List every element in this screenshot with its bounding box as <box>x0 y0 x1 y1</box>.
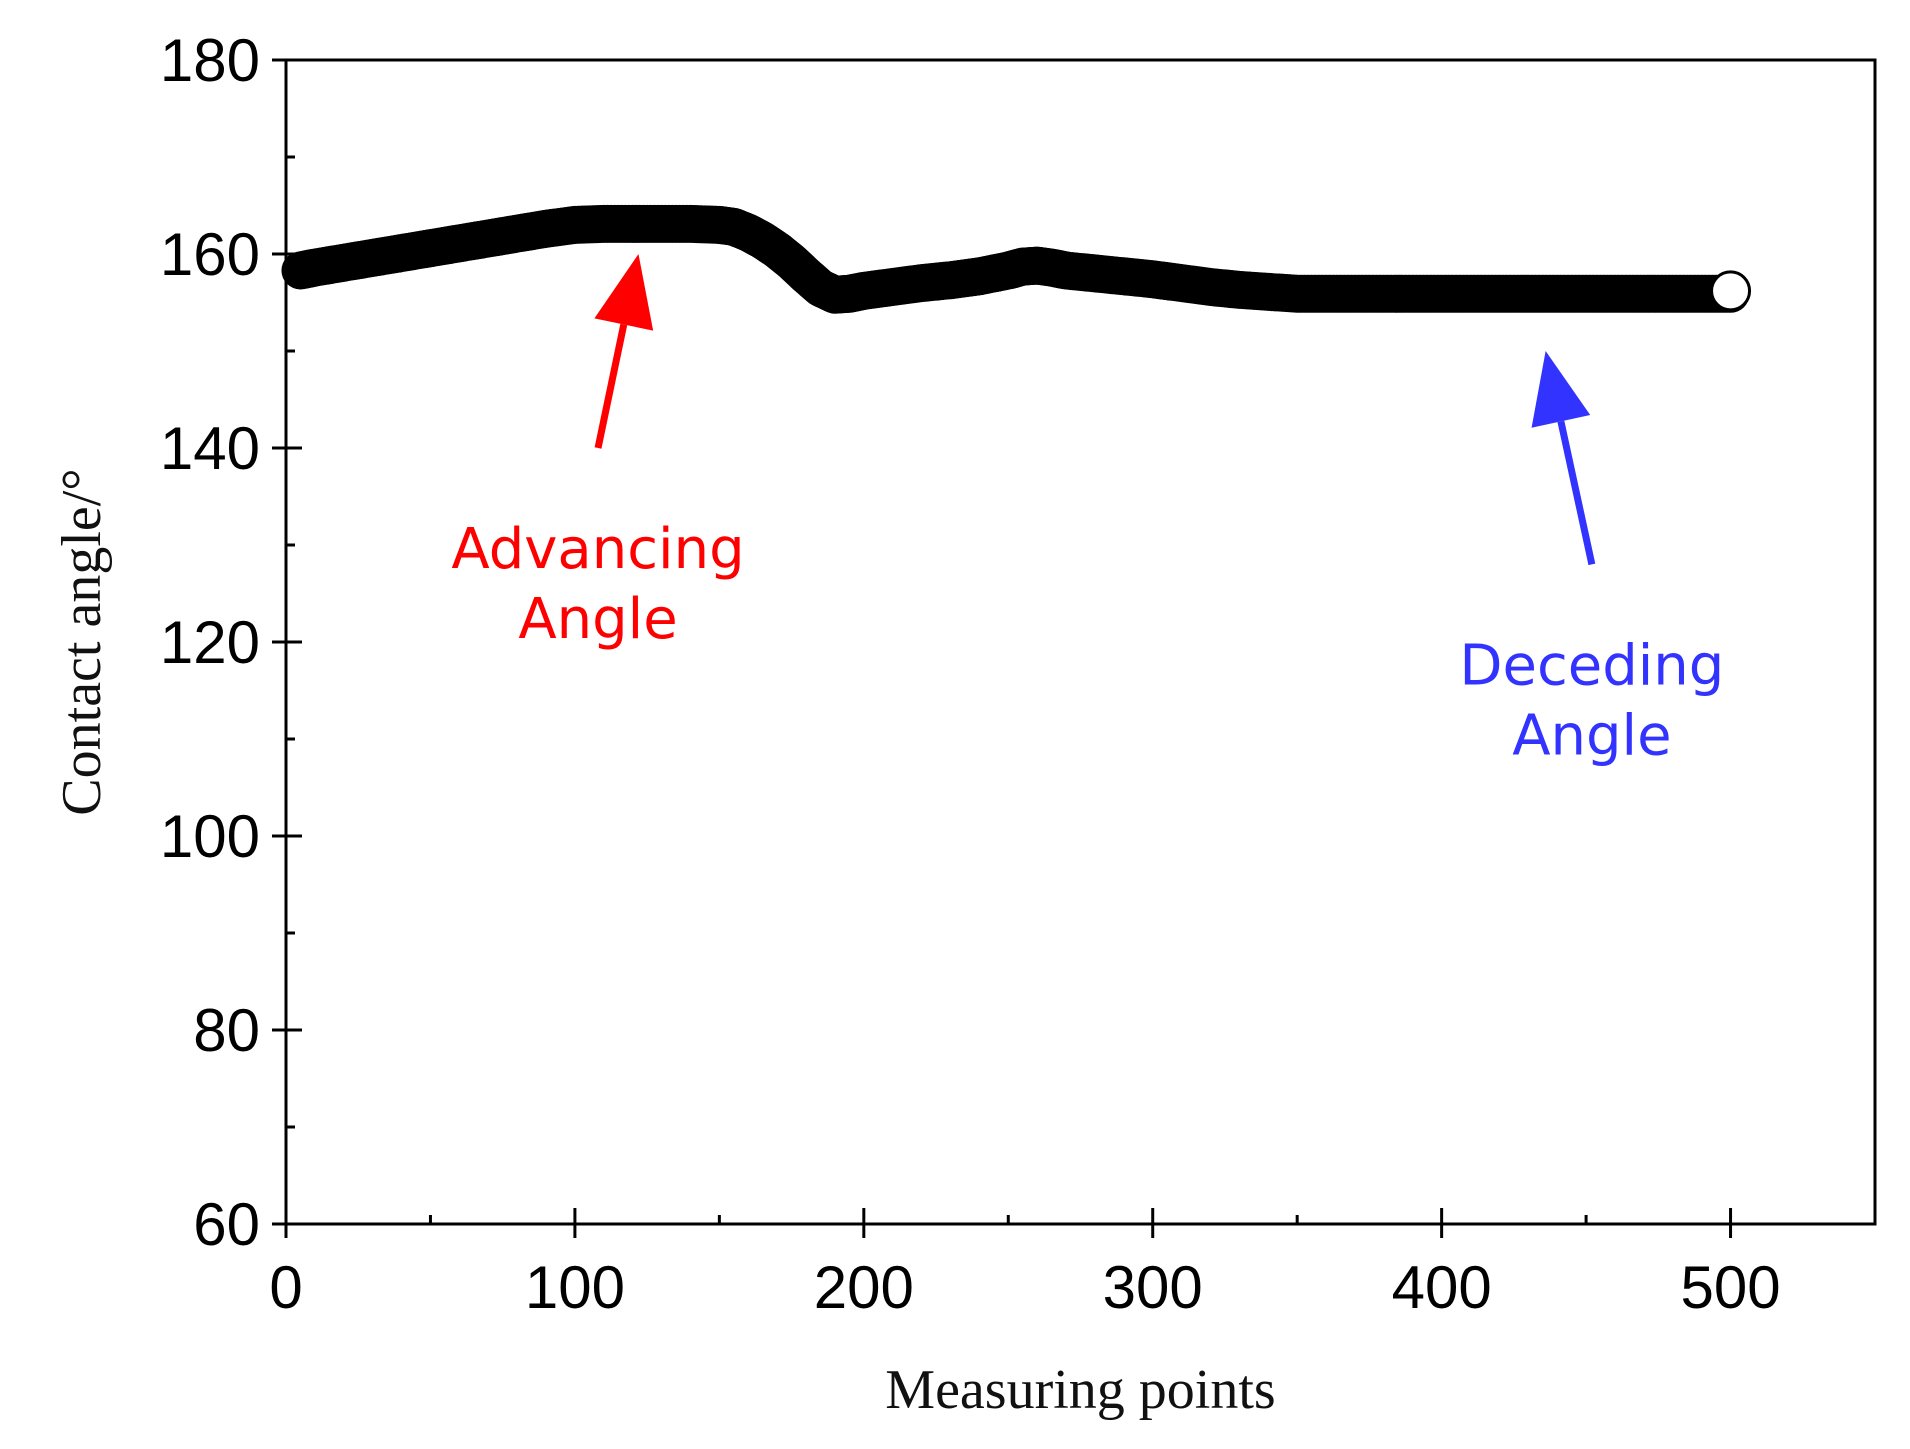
x-axis: 0 100 200 300 400 500 <box>269 1208 1877 1321</box>
x-tick-label: 0 <box>269 1254 302 1321</box>
y-tick-label: 180 <box>160 27 260 94</box>
y-tick-label: 100 <box>160 803 260 870</box>
advancing-label: Angle <box>518 587 677 652</box>
advancing-arrow-head <box>594 254 654 331</box>
advancing-label: Advancing <box>451 517 744 582</box>
x-tick-label: 500 <box>1680 1254 1780 1321</box>
y-tick-label: 160 <box>160 221 260 288</box>
deceding-label: Deceding <box>1459 633 1724 698</box>
deceding-arrow-shaft <box>1557 420 1596 566</box>
series-contact-angle <box>281 204 1752 314</box>
x-tick-label: 200 <box>814 1254 914 1321</box>
last-data-point <box>1710 270 1752 312</box>
y-axis-title: Contact angle/° <box>51 468 113 815</box>
deceding-arrow-head <box>1531 351 1591 428</box>
x-tick-label: 100 <box>525 1254 625 1321</box>
deceding-label: Angle <box>1512 703 1671 768</box>
x-axis-title: Measuring points <box>885 1359 1275 1421</box>
y-tick-label: 120 <box>160 609 260 676</box>
advancing-arrow-shaft <box>594 323 628 449</box>
y-axis: 60 80 100 120 140 160 180 <box>160 27 302 1258</box>
x-tick-label: 400 <box>1392 1254 1492 1321</box>
x-tick-label: 300 <box>1103 1254 1203 1321</box>
y-tick-label: 140 <box>160 415 260 482</box>
y-tick-label: 80 <box>193 997 260 1064</box>
plot-frame <box>284 58 1877 1226</box>
y-tick-label: 60 <box>193 1191 260 1258</box>
